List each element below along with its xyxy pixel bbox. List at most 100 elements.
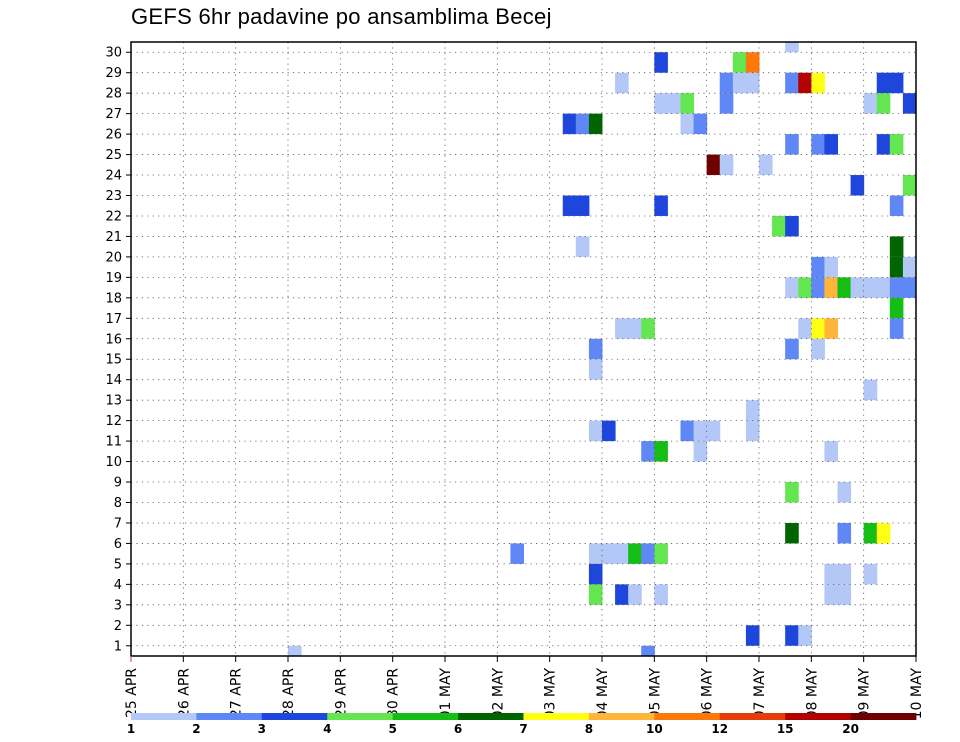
heatmap-cell	[654, 93, 668, 114]
y-tick-label: 7	[114, 516, 122, 531]
y-tick-label: 12	[105, 414, 122, 429]
heatmap-cell	[588, 563, 603, 585]
heatmap-cell	[745, 72, 760, 94]
heatmap-cell	[798, 625, 812, 646]
colorbar-label: 7	[519, 722, 527, 736]
heatmap-cell	[759, 154, 773, 176]
heatmap-cell	[588, 420, 603, 442]
x-tick-label: 06 MAY	[700, 668, 716, 720]
heatmap-cell	[772, 215, 786, 237]
heatmap-cell	[693, 420, 708, 442]
colorbar-label: 10	[646, 722, 663, 736]
heatmap-cell	[889, 195, 904, 216]
heatmap-cell	[811, 72, 825, 94]
colorbar-swatch	[719, 713, 786, 720]
heatmap-cell	[902, 175, 917, 196]
heatmap-cell	[837, 277, 852, 298]
y-tick-label: 3	[114, 598, 122, 613]
heatmap-cell	[680, 420, 695, 442]
colorbar-label: 5	[388, 722, 396, 736]
y-tick-label: 24	[105, 169, 122, 184]
heatmap-cell	[562, 113, 577, 135]
heatmap-cell	[719, 154, 734, 176]
heatmap-cell	[641, 543, 655, 564]
x-axis: 25 APR 26 APR 27 APR 28 APR 29 APR 30 APR 01 M…	[124, 656, 925, 719]
x-tick-label: 09 MAY	[857, 668, 873, 720]
x-tick-label: 05 MAY	[647, 668, 663, 720]
heatmap-cell	[824, 256, 838, 278]
x-tick-label: 30 APR	[386, 668, 402, 718]
heatmap-cell	[889, 256, 904, 278]
colorbar-swatch	[654, 713, 721, 720]
heatmap-cell	[785, 338, 799, 360]
heatmap-cell	[706, 420, 721, 442]
heatmap-cell	[588, 338, 603, 360]
colorbar-label: 2	[192, 722, 200, 736]
heatmap-cell	[863, 563, 878, 585]
heatmap-cell	[785, 134, 799, 155]
heatmap-cell	[732, 52, 747, 73]
colorbar-label: 1	[127, 722, 135, 736]
heatmap-cell	[889, 318, 904, 339]
heatmap-cell	[785, 522, 799, 544]
heatmap-cell	[824, 318, 838, 339]
chart-title: GEFS 6hr padavine po ansamblima Becej	[131, 4, 552, 29]
heatmap-cell	[785, 72, 799, 94]
heatmap-cell	[575, 113, 590, 135]
heatmap-cell	[628, 543, 642, 564]
heatmap-cell	[863, 522, 878, 544]
heatmap-cell	[811, 134, 825, 155]
x-tick-label: 26 APR	[176, 668, 192, 718]
x-tick-label: 25 APR	[124, 668, 140, 718]
heatmap-cell	[824, 441, 838, 462]
y-tick-label: 1	[114, 639, 122, 654]
y-tick-label: 27	[105, 107, 122, 122]
heatmap-cell	[667, 93, 681, 114]
heatmap-cell	[902, 93, 917, 114]
y-tick-label: 23	[105, 189, 122, 204]
heatmap-cell	[588, 584, 603, 605]
heatmap-cell	[824, 134, 838, 155]
y-tick-label: 13	[105, 394, 122, 409]
heatmap-cell	[602, 543, 616, 564]
colorbar-swatch	[850, 713, 917, 720]
x-tick-label: 28 APR	[281, 668, 297, 718]
heatmap-cell	[719, 93, 734, 114]
y-tick-label: 16	[105, 332, 122, 347]
y-tick-label: 20	[105, 250, 122, 265]
y-tick-label: 15	[105, 353, 122, 368]
y-tick-label: 9	[114, 476, 122, 491]
grid-layer	[131, 42, 916, 656]
colorbar-label: 3	[258, 722, 266, 736]
heatmap-cell	[588, 543, 603, 564]
heatmap-cell	[785, 625, 799, 646]
y-tick-label: 22	[105, 209, 122, 224]
x-tick-label: 27 APR	[229, 668, 245, 718]
y-tick-label: 11	[105, 435, 122, 450]
heatmap-cell	[654, 543, 668, 564]
colorbar-swatch	[261, 713, 328, 720]
y-tick-label: 25	[105, 148, 122, 163]
y-tick-label: 26	[105, 128, 122, 143]
colorbar: 1 2 3 4 5 6 7 8 10 12 15 20	[127, 713, 917, 736]
colorbar-swatch	[392, 713, 459, 720]
heatmap-cell	[693, 441, 708, 462]
heatmap-cell	[693, 113, 708, 135]
colorbar-swatch	[196, 713, 263, 720]
x-tick-label: 29 APR	[333, 668, 349, 718]
heatmap-cell	[641, 441, 655, 462]
heatmap-cell	[876, 134, 891, 155]
heatmap-cell	[785, 277, 799, 298]
heatmap-cell	[902, 277, 917, 298]
heatmap-cell	[837, 482, 852, 503]
heatmap-cell	[680, 113, 695, 135]
heatmap-cell	[811, 256, 825, 278]
y-tick-label: 30	[105, 46, 122, 61]
plot-frame	[130, 41, 917, 657]
heatmap-cell	[745, 400, 760, 421]
heatmap-cell	[615, 72, 629, 94]
heatmap-cell	[889, 72, 904, 94]
heatmap-cell	[654, 195, 668, 216]
y-tick-label: 14	[105, 373, 122, 388]
y-tick-label: 21	[105, 230, 122, 245]
